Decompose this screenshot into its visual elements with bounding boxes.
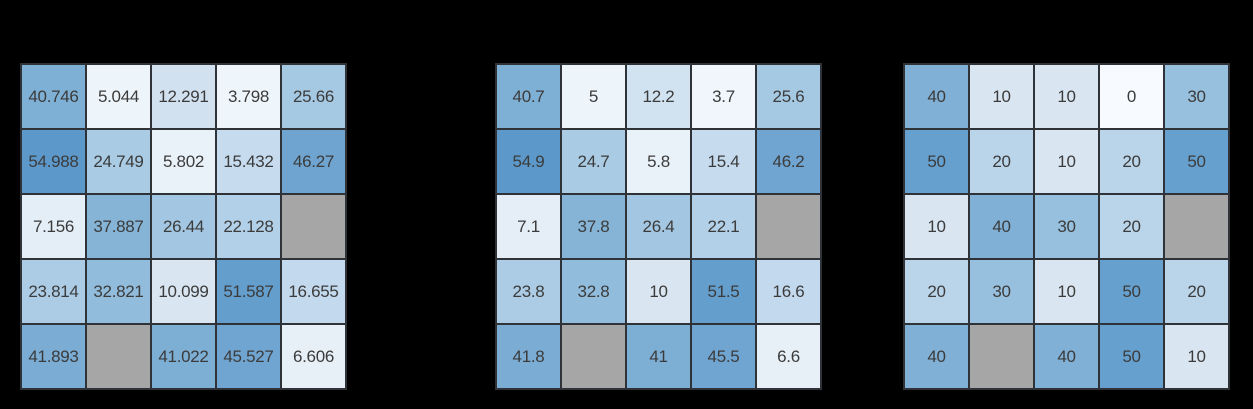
heatmap-cell: 20 [905, 260, 968, 323]
heatmap-cell: 3.7 [692, 65, 755, 128]
heatmap-cell: 7.1 [497, 195, 560, 258]
heatmap-cell: 10 [627, 260, 690, 323]
heatmap-cell: 40 [1035, 325, 1098, 388]
heatmap-original-values: 40.746 5.044 12.291 3.798 25.66 54.988 24.749 5… [20, 63, 347, 390]
heatmap-cell: 32.821 [87, 260, 150, 323]
heatmap-cell [562, 325, 625, 388]
heatmap-cell: 10 [1035, 65, 1098, 128]
heatmap-cell: 26.4 [627, 195, 690, 258]
heatmap-cell: 50 [1100, 325, 1163, 388]
heatmap-cell: 54.988 [22, 130, 85, 193]
heatmap-cell: 6.6 [757, 325, 820, 388]
heatmap-cell: 16.655 [282, 260, 345, 323]
heatmap-cell: 50 [905, 130, 968, 193]
heatmap-cell: 23.8 [497, 260, 560, 323]
heatmap-cell: 23.814 [22, 260, 85, 323]
heatmap-cell: 7.156 [22, 195, 85, 258]
heatmap-cell: 15.4 [692, 130, 755, 193]
heatmap-cell: 10 [1035, 130, 1098, 193]
heatmap-cell [282, 195, 345, 258]
heatmap-one-decimal: 40.7 5 12.2 3.7 25.6 54.9 24.7 5.8 15.4 46.2 7.1 37… [495, 63, 822, 390]
heatmap-cell: 50 [1165, 130, 1228, 193]
heatmap-rounded-tens: 40 10 10 0 30 50 20 10 20 50 10 40 30 20 20 30 10 50 20 40 4… [903, 63, 1230, 390]
heatmap-cell: 45.527 [217, 325, 280, 388]
heatmap-cell: 10 [1165, 325, 1228, 388]
heatmap-cell: 25.66 [282, 65, 345, 128]
heatmap-cell: 51.5 [692, 260, 755, 323]
heatmap-cell: 10 [970, 65, 1033, 128]
heatmap-cell: 45.5 [692, 325, 755, 388]
heatmap-cell: 10.099 [152, 260, 215, 323]
heatmap-cell: 41 [627, 325, 690, 388]
heatmap-cell: 6.606 [282, 325, 345, 388]
heatmap-cell: 16.6 [757, 260, 820, 323]
heatmap-cell: 54.9 [497, 130, 560, 193]
heatmap-cell: 40 [970, 195, 1033, 258]
heatmap-cell: 10 [1035, 260, 1098, 323]
heatmap-cell: 12.291 [152, 65, 215, 128]
heatmap-cell: 24.749 [87, 130, 150, 193]
heatmap-cell: 41.8 [497, 325, 560, 388]
heatmap-cell: 41.893 [22, 325, 85, 388]
heatmap-cell: 26.44 [152, 195, 215, 258]
heatmap-cell: 40.746 [22, 65, 85, 128]
heatmap-cell: 12.2 [627, 65, 690, 128]
heatmap-cell: 22.1 [692, 195, 755, 258]
heatmap-cell: 5.8 [627, 130, 690, 193]
heatmap-cell: 22.128 [217, 195, 280, 258]
heatmap-cell: 51.587 [217, 260, 280, 323]
heatmap-cell: 15.432 [217, 130, 280, 193]
heatmap-cell: 37.8 [562, 195, 625, 258]
heatmap-cell [757, 195, 820, 258]
heatmap-cell: 30 [970, 260, 1033, 323]
heatmap-cell: 32.8 [562, 260, 625, 323]
heatmap-cell: 40.7 [497, 65, 560, 128]
heatmap-cell: 10 [905, 195, 968, 258]
heatmap-cell: 25.6 [757, 65, 820, 128]
heatmap-cell: 20 [1100, 195, 1163, 258]
heatmap-cell: 46.2 [757, 130, 820, 193]
heatmap-cell [970, 325, 1033, 388]
heatmap-cell: 20 [1100, 130, 1163, 193]
heatmap-cell: 20 [1165, 260, 1228, 323]
heatmap-cell: 5.802 [152, 130, 215, 193]
heatmap-cell: 40 [905, 65, 968, 128]
heatmap-cell: 5.044 [87, 65, 150, 128]
heatmap-cell: 46.27 [282, 130, 345, 193]
heatmap-cell: 41.022 [152, 325, 215, 388]
heatmap-cell: 30 [1165, 65, 1228, 128]
heatmap-cell: 30 [1035, 195, 1098, 258]
heatmap-cell: 0 [1100, 65, 1163, 128]
heatmap-cell [87, 325, 150, 388]
heatmap-cell: 5 [562, 65, 625, 128]
heatmap-cell: 20 [970, 130, 1033, 193]
heatmap-cell [1165, 195, 1228, 258]
heatmap-cell: 37.887 [87, 195, 150, 258]
heatmap-cell: 50 [1100, 260, 1163, 323]
heatmap-cell: 3.798 [217, 65, 280, 128]
heatmap-cell: 24.7 [562, 130, 625, 193]
heatmap-cell: 40 [905, 325, 968, 388]
